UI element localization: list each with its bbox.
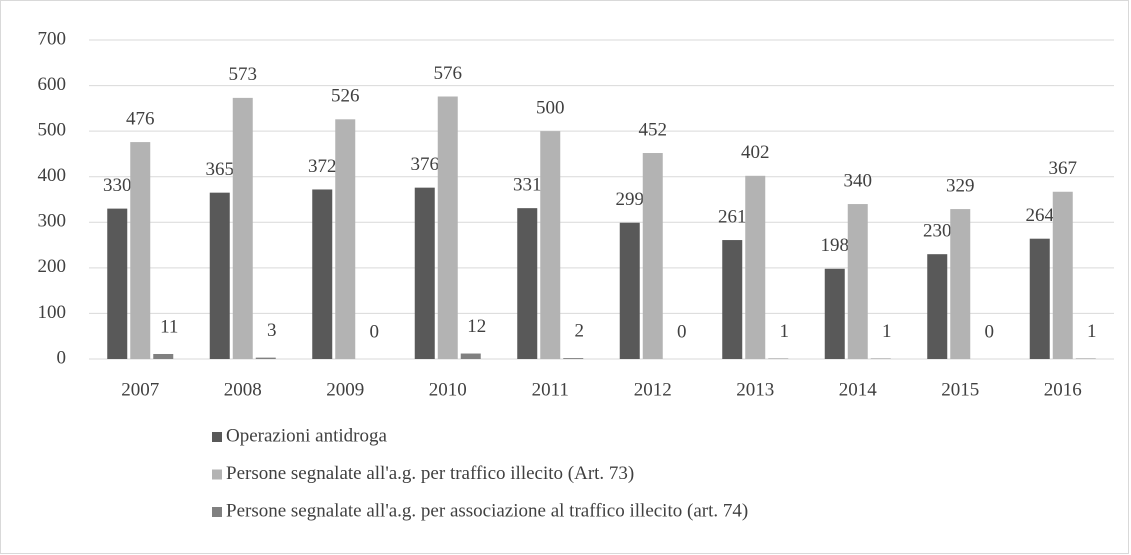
data-label: 198 (821, 235, 850, 256)
data-label: 376 (411, 154, 440, 175)
bar (1029, 238, 1050, 359)
x-tick-label: 2015 (941, 379, 979, 400)
data-label: 0 (985, 321, 995, 342)
legend-label: Persone segnalate all'a.g. per traffico … (226, 463, 634, 484)
bar (153, 353, 174, 359)
data-label: 230 (923, 221, 952, 242)
bar (130, 142, 151, 359)
data-label: 11 (160, 316, 178, 337)
data-label: 329 (946, 175, 975, 196)
data-label: 576 (434, 63, 463, 84)
data-label: 0 (370, 321, 380, 342)
bar (619, 222, 640, 359)
data-label: 264 (1026, 205, 1055, 226)
data-label: 573 (229, 64, 258, 85)
x-tick-label: 2016 (1044, 379, 1082, 400)
data-label: 452 (639, 119, 668, 140)
legend-label: Operazioni antidroga (226, 425, 387, 446)
x-tick-label: 2009 (326, 379, 364, 400)
x-tick-label: 2012 (634, 379, 672, 400)
data-label: 526 (331, 86, 360, 107)
bar (540, 131, 561, 359)
y-tick-label: 700 (38, 28, 67, 49)
data-label: 372 (308, 156, 337, 177)
bar (335, 119, 356, 360)
bar (437, 96, 458, 359)
legend-swatch (212, 469, 222, 480)
bar (927, 254, 948, 359)
legend-swatch (212, 507, 222, 517)
data-label: 476 (126, 108, 155, 129)
bar (414, 187, 435, 359)
y-tick-label: 100 (38, 302, 67, 323)
data-label: 12 (467, 316, 486, 337)
x-tick-label: 2010 (429, 379, 467, 400)
x-tick-label: 2007 (121, 379, 159, 400)
data-label: 340 (844, 170, 873, 191)
data-label: 367 (1049, 158, 1078, 179)
data-label: 261 (718, 206, 747, 227)
bar (950, 209, 971, 359)
data-label: 365 (206, 159, 235, 180)
data-label: 330 (103, 175, 132, 196)
x-tick-label: 2011 (532, 379, 569, 400)
y-tick-label: 0 (57, 347, 67, 368)
bar (107, 208, 128, 359)
y-tick-label: 400 (38, 165, 67, 186)
y-tick-label: 500 (38, 120, 67, 141)
x-tick-label: 2014 (839, 379, 878, 400)
bar (517, 208, 538, 359)
bar (232, 97, 253, 359)
data-label: 1 (1087, 321, 1097, 342)
data-label: 2 (575, 320, 585, 341)
legend-swatch (212, 432, 222, 442)
data-label: 299 (616, 189, 645, 210)
bar (255, 357, 276, 359)
data-label: 1 (780, 321, 790, 342)
x-tick-label: 2008 (224, 379, 262, 400)
bar (209, 192, 230, 359)
data-label: 3 (267, 320, 277, 341)
y-tick-label: 600 (38, 74, 67, 95)
bar (722, 240, 743, 359)
data-label: 331 (513, 175, 542, 196)
bar (563, 358, 584, 359)
bar (745, 175, 766, 359)
data-label: 0 (677, 321, 687, 342)
bar (312, 189, 333, 359)
y-tick-label: 200 (38, 256, 67, 277)
bar (824, 268, 845, 359)
bar (1052, 191, 1073, 359)
y-tick-label: 300 (38, 211, 67, 232)
legend-label: Persone segnalate all'a.g. per associazi… (226, 500, 748, 521)
data-label: 1 (882, 321, 892, 342)
bar (642, 153, 663, 359)
bar (847, 204, 868, 359)
data-label: 402 (741, 142, 770, 163)
x-tick-label: 2013 (736, 379, 774, 400)
bar (460, 353, 481, 359)
data-label: 500 (536, 98, 565, 119)
